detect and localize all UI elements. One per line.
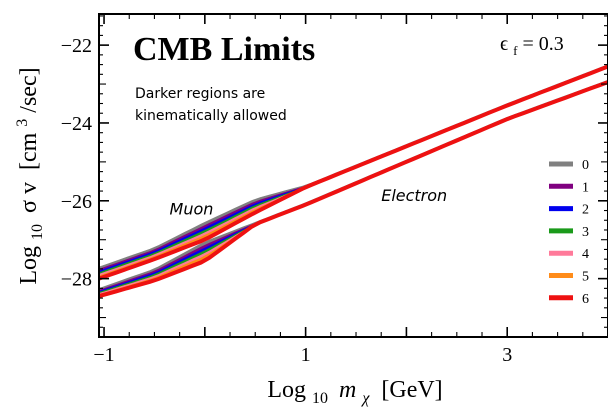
y-label-unit-superscript: 3 [14, 119, 31, 127]
parameter-subscript: f [513, 43, 518, 58]
note-line-2: kinematically allowed [135, 108, 287, 124]
axes-layer: −1 1 3 −22 −24 −26 −28 [61, 13, 608, 366]
x-label-unit: [GeV] [381, 377, 442, 403]
y-label-variable: σ v [16, 182, 42, 213]
region-labels: Muon Electron [170, 186, 448, 219]
band-muon-edge-line [99, 64, 608, 281]
legend: 0 1 2 3 4 5 6 [549, 158, 589, 307]
y-tick-label: −22 [61, 35, 92, 57]
y-tick-label: −28 [61, 269, 92, 291]
y-label-prefix: Log [16, 246, 42, 285]
band-electron-edge-line [99, 80, 608, 299]
plot-frame [98, 13, 608, 338]
y-label-unit: [cm [16, 132, 42, 170]
band-muon [99, 64, 608, 281]
region-label-muon: Muon [170, 199, 214, 218]
y-tick-label: −24 [61, 113, 92, 135]
band-electron [99, 79, 608, 299]
x-tick-label: −1 [93, 344, 114, 366]
parameter-value: = 0.3 [522, 33, 563, 55]
x-label-variable: m [339, 377, 356, 403]
x-label-variable-subscript: χ [360, 390, 370, 407]
band-layer [99, 64, 608, 299]
x-tick-label: 3 [502, 344, 512, 366]
legend-label-5: 5 [582, 270, 589, 285]
y-axis-label: Log 10 σ v [cm 3 /sec] [7, 67, 48, 284]
x-tick-label: 1 [301, 344, 311, 366]
y-tick-label: −26 [61, 191, 92, 213]
band-muon-series-0 [99, 64, 608, 269]
legend-label-2: 2 [582, 203, 589, 218]
legend-label-1: 1 [582, 180, 589, 195]
legend-label-6: 6 [582, 292, 589, 307]
y-label-subscript: 10 [29, 224, 46, 240]
y-label-unit-end: /sec] [16, 67, 42, 112]
chart-title: CMB Limits [133, 31, 315, 68]
legend-label-3: 3 [582, 225, 589, 240]
region-label-electron: Electron [381, 186, 447, 205]
parameter-annotation: ϵ f = 0.3 [500, 33, 564, 60]
x-axis-label: Log 10 m χ [GeV] [267, 377, 442, 408]
note-line-1: Darker regions are [135, 86, 265, 102]
legend-label-0: 0 [582, 158, 589, 173]
parameter-symbol: ϵ [500, 33, 508, 55]
x-label-prefix: Log [267, 377, 306, 403]
legend-label-4: 4 [582, 247, 589, 262]
x-label-subscript: 10 [312, 390, 328, 407]
